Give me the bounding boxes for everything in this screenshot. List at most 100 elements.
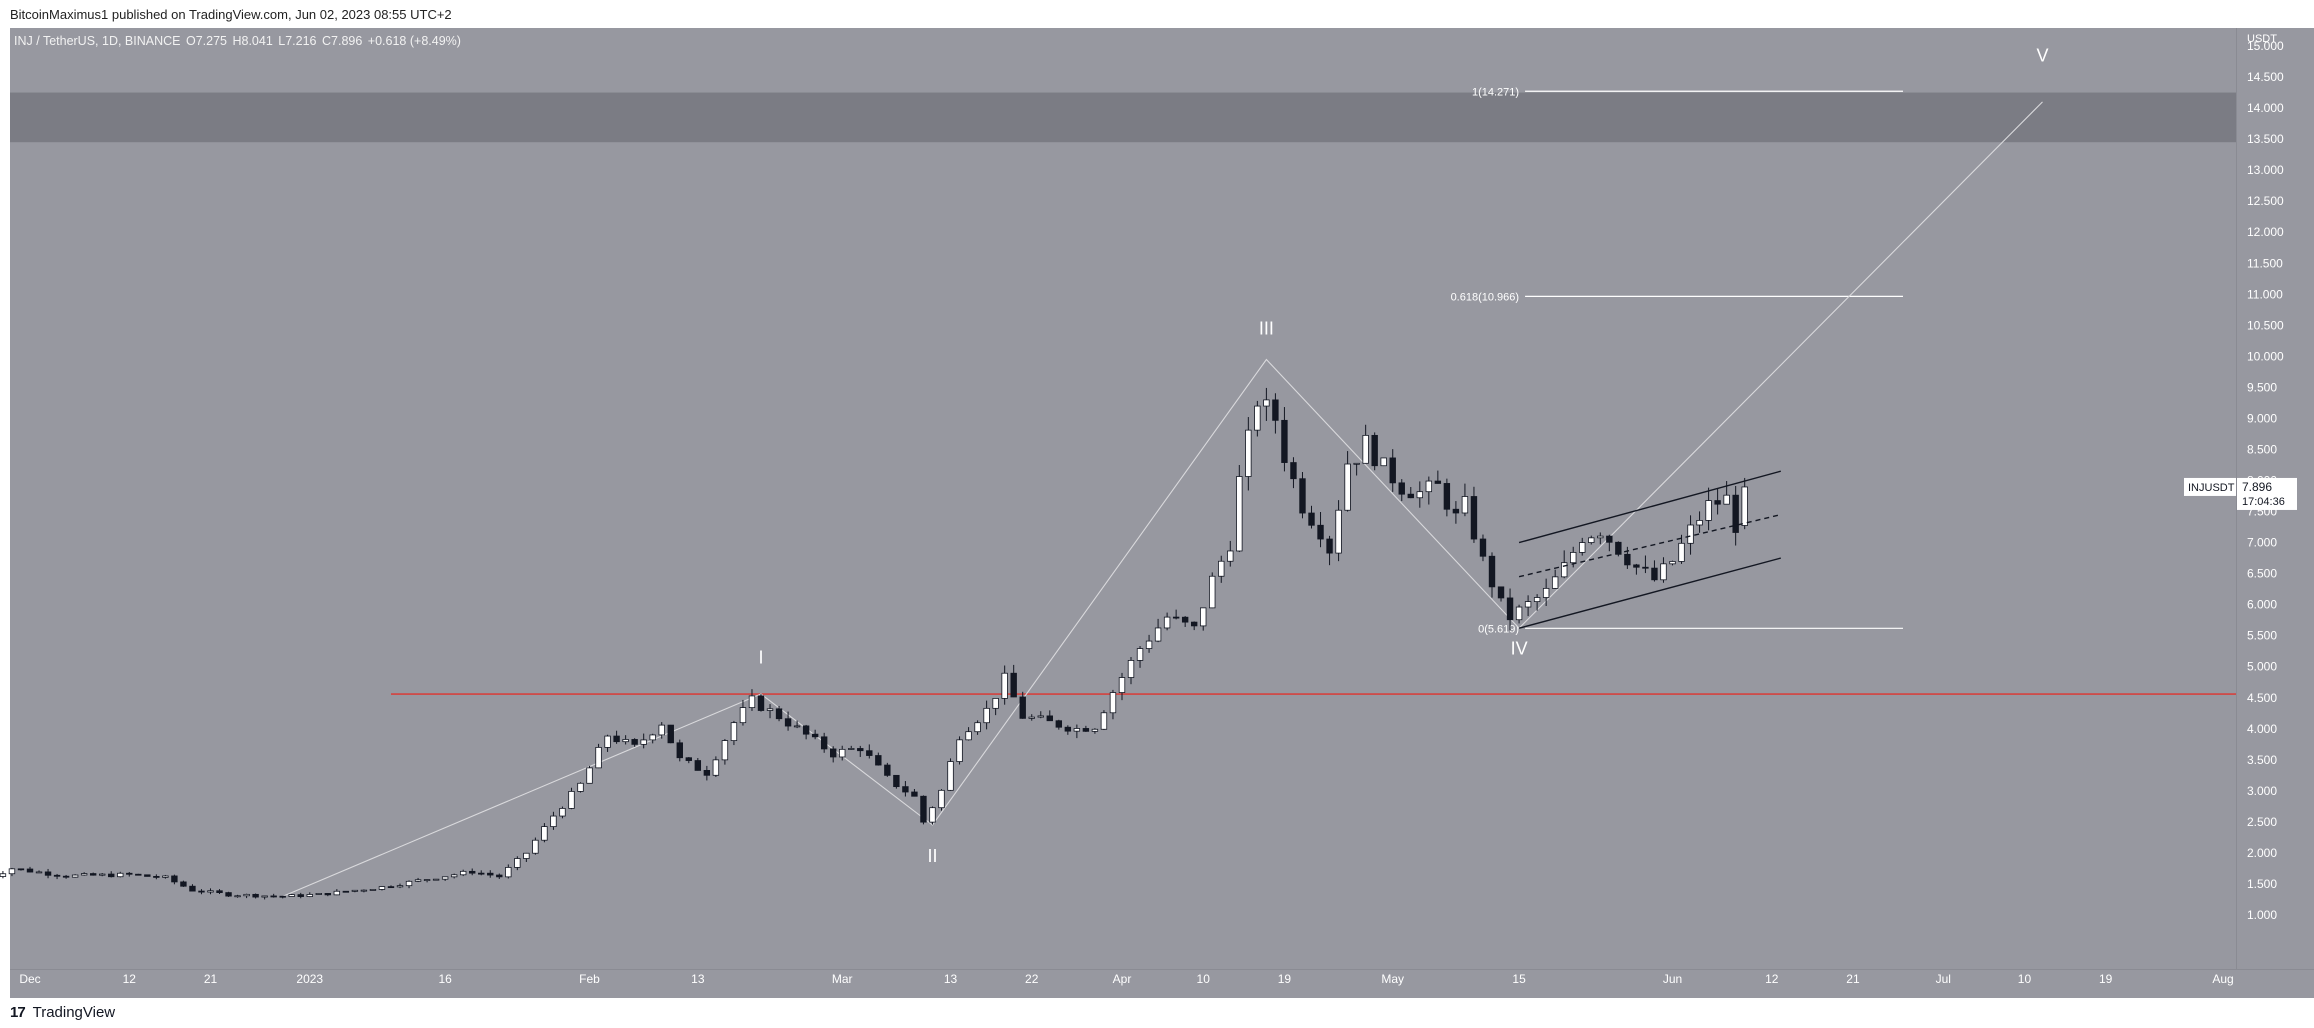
candle[interactable] <box>1533 594 1541 611</box>
candle[interactable] <box>848 745 855 750</box>
candle[interactable] <box>1227 540 1234 567</box>
candle[interactable] <box>496 873 503 879</box>
candle[interactable] <box>1299 472 1306 519</box>
candle[interactable] <box>35 870 43 874</box>
candle[interactable] <box>1434 470 1442 484</box>
candle[interactable] <box>820 732 828 753</box>
candle[interactable] <box>98 872 106 877</box>
candle[interactable] <box>153 874 160 880</box>
candle[interactable] <box>577 782 584 793</box>
candle[interactable] <box>1073 724 1081 739</box>
candle[interactable] <box>658 722 665 739</box>
candle[interactable] <box>1335 500 1342 562</box>
candle[interactable] <box>1696 511 1703 533</box>
candle[interactable] <box>144 874 151 877</box>
candle[interactable] <box>1705 487 1712 531</box>
candle[interactable] <box>252 893 259 899</box>
candle[interactable] <box>1136 646 1144 668</box>
candle[interactable] <box>315 893 322 895</box>
candle[interactable] <box>1218 555 1225 583</box>
candle[interactable] <box>784 711 792 731</box>
candle[interactable] <box>261 895 268 900</box>
candle[interactable] <box>1398 479 1405 502</box>
candle[interactable] <box>324 893 332 897</box>
candle[interactable] <box>911 788 918 797</box>
candle[interactable] <box>1579 537 1586 556</box>
candle[interactable] <box>1407 487 1414 499</box>
candle[interactable] <box>71 874 79 878</box>
candle[interactable] <box>1064 725 1072 735</box>
candle[interactable] <box>938 789 945 811</box>
candle[interactable] <box>1236 465 1243 553</box>
candle[interactable] <box>875 752 882 766</box>
candle[interactable] <box>234 894 241 898</box>
candle[interactable] <box>1100 710 1108 731</box>
candle[interactable] <box>1380 457 1387 467</box>
candle[interactable] <box>866 744 873 759</box>
candle[interactable] <box>1353 462 1360 476</box>
candle[interactable] <box>613 730 620 744</box>
candle[interactable] <box>550 811 557 830</box>
price-tag[interactable] <box>2237 477 2297 510</box>
candle[interactable] <box>1732 485 1739 546</box>
candle[interactable] <box>225 891 232 897</box>
candle[interactable] <box>369 888 377 891</box>
candle[interactable] <box>62 874 70 879</box>
candle[interactable] <box>1317 512 1324 548</box>
candle[interactable] <box>80 872 88 876</box>
candlestick-chart[interactable]: 1(14.271)0.618(10.966)0(5.619) IIIIIIIVV… <box>0 0 2314 998</box>
candle[interactable] <box>405 880 413 889</box>
candle[interactable] <box>360 889 368 893</box>
candle[interactable] <box>189 884 196 892</box>
candle[interactable] <box>1597 532 1604 545</box>
candle[interactable] <box>1425 476 1433 505</box>
candle[interactable] <box>216 889 223 895</box>
candle[interactable] <box>1010 664 1017 698</box>
candle[interactable] <box>1272 393 1279 434</box>
candle[interactable] <box>1190 621 1198 631</box>
candle[interactable] <box>974 720 981 735</box>
candle[interactable] <box>965 727 972 741</box>
candle[interactable] <box>1181 616 1189 627</box>
candle[interactable] <box>604 734 611 752</box>
candle[interactable] <box>126 872 133 877</box>
candle[interactable] <box>857 745 864 757</box>
candle[interactable] <box>450 873 458 879</box>
candle[interactable] <box>920 795 927 825</box>
candle[interactable] <box>1515 604 1523 624</box>
candle[interactable] <box>667 724 674 744</box>
candle[interactable] <box>459 869 467 877</box>
candle[interactable] <box>44 868 52 879</box>
candle[interactable] <box>703 765 711 781</box>
candle[interactable] <box>676 739 683 762</box>
candle[interactable] <box>1452 501 1460 524</box>
candle[interactable] <box>1001 665 1008 705</box>
candle[interactable] <box>1245 417 1252 491</box>
symbol-title[interactable]: INJ / TetherUS, 1D, BINANCE <box>14 34 181 48</box>
candle[interactable] <box>1200 607 1207 631</box>
candle[interactable] <box>414 877 422 883</box>
candle[interactable] <box>1524 595 1532 617</box>
candle[interactable] <box>1642 555 1649 574</box>
candle[interactable] <box>559 806 566 819</box>
candle[interactable] <box>766 704 774 719</box>
candle[interactable] <box>1416 481 1424 508</box>
candle[interactable] <box>1551 569 1559 589</box>
candle[interactable] <box>1109 689 1117 720</box>
candle[interactable] <box>288 893 295 897</box>
candle[interactable] <box>1209 572 1216 609</box>
candle[interactable] <box>171 874 178 885</box>
channel-upper-line[interactable] <box>1518 470 1781 544</box>
candle[interactable] <box>541 823 548 843</box>
candle[interactable] <box>8 867 16 877</box>
candle[interactable] <box>739 699 747 726</box>
candle[interactable] <box>775 705 783 722</box>
candle[interactable] <box>342 890 350 893</box>
candle[interactable] <box>1497 586 1505 602</box>
candle[interactable] <box>1470 486 1478 543</box>
candle[interactable] <box>1281 407 1288 472</box>
candle[interactable] <box>793 720 801 729</box>
candle[interactable] <box>351 889 359 893</box>
symbol-tag[interactable] <box>2184 477 2236 496</box>
candle[interactable] <box>1127 657 1135 685</box>
